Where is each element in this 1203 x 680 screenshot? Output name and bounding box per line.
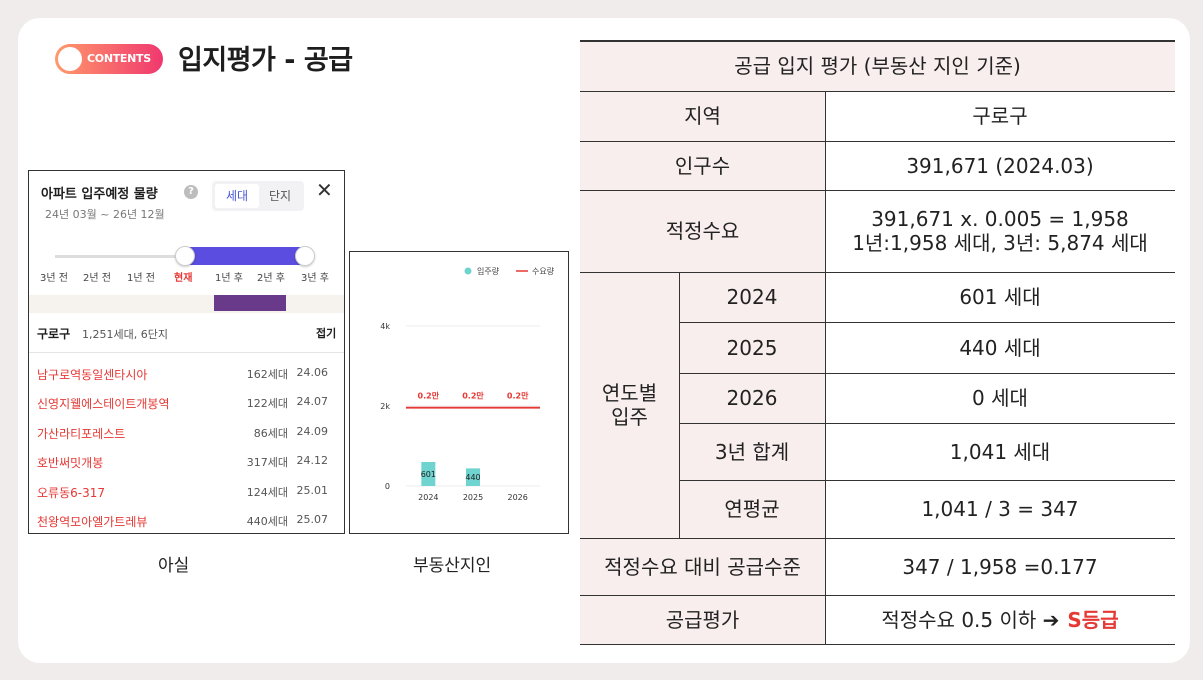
- population-label: 인구수: [580, 141, 825, 190]
- tab-households[interactable]: 세대: [215, 184, 259, 208]
- year-value: 601 세대: [959, 285, 1041, 309]
- region-label: 지역: [580, 91, 825, 141]
- complex-name: 가산라티포레스트: [37, 427, 126, 441]
- complex-name: 오류동6-317: [37, 486, 105, 500]
- region-summary: 1,251세대, 6단지: [82, 328, 168, 341]
- slider-tick: 3년 전: [40, 273, 68, 284]
- year-value: 440 세대: [959, 335, 1041, 360]
- jiin-panel: 입주량 수요량 4k 2k 0 601 2024 0.2만 440 2025 0.2만 2026 0.2…: [349, 251, 569, 534]
- asil-caption: 아실: [158, 556, 190, 576]
- average-value: 1,041 / 3 = 347: [921, 497, 1079, 521]
- slider-tick: 1년 후: [215, 273, 243, 284]
- slider-handle-end[interactable]: [295, 246, 315, 266]
- list-item[interactable]: 천왕역모아엘가트레뷰 440세대 25.07: [29, 513, 344, 533]
- demand-value-label: 0.2만: [462, 391, 484, 401]
- unit-tabs: 세대 단지: [212, 181, 304, 211]
- divider: [29, 352, 344, 353]
- complex-units: 162세대: [246, 368, 288, 381]
- evaluation-table: 공급 입지 평가 (부동산 지인 기준) 지역 구로구 인구수 391,671 …: [580, 40, 1175, 645]
- complex-units: 317세대: [246, 456, 288, 469]
- bar-value-label: 440: [465, 473, 480, 482]
- evaluation-criteria: 적정수요 0.5 이하 ➔: [881, 608, 1060, 632]
- list-item[interactable]: 남구로역동일센타시아 162세대 24.06: [29, 366, 344, 386]
- legend-supply-label: 입주량: [477, 266, 500, 276]
- slider-tick-current: 현재: [174, 273, 193, 284]
- x-tick-label: 2024: [418, 493, 438, 502]
- yearly-label: 연도별 입주: [580, 272, 679, 538]
- demand-value-label: 0.2만: [507, 391, 529, 401]
- x-tick-label: 2026: [507, 493, 527, 502]
- complex-name: 남구로역동일센타시아: [37, 368, 148, 382]
- slider-tick: 2년 전: [83, 273, 111, 284]
- toggle-knob-icon: [58, 47, 82, 71]
- tab-complexes[interactable]: 단지: [268, 189, 292, 203]
- average-label: 연평균: [679, 480, 825, 538]
- close-icon[interactable]: ✕: [316, 178, 333, 202]
- supply-chart: 입주량 수요량 4k 2k 0 601 2024 0.2만 440 2025 0.2만 2026 0.2…: [380, 266, 555, 502]
- complex-units: 86세대: [253, 427, 288, 440]
- supply-level-value: 347 / 1,958 =0.177: [902, 554, 1098, 579]
- evaluation-grade: S등급: [1067, 608, 1119, 632]
- complex-name: 천왕역모아엘가트레뷰: [37, 515, 148, 529]
- demand-label: 적정수요: [580, 190, 825, 272]
- complex-units: 440세대: [246, 515, 288, 528]
- y-tick-label: 0: [385, 482, 390, 491]
- asil-panel: 아파트 입주예정 물량 ? 24년 03월 ~ 26년 12월 세대 단지 ✕ …: [28, 170, 345, 534]
- map-strip: [29, 295, 344, 313]
- legend-supply-marker: [464, 267, 472, 275]
- demand-formula: 391,671 x. 0.005 = 1,958: [871, 207, 1129, 231]
- jiin-caption: 부동산지인: [413, 556, 492, 576]
- bar-value-label: 601: [421, 470, 436, 479]
- year-label: 2026: [679, 373, 825, 423]
- table-title: 공급 입지 평가 (부동산 지인 기준): [580, 40, 1175, 91]
- complex-units: 122세대: [246, 397, 288, 410]
- supply-bar: [466, 468, 480, 486]
- complex-name: 신영지웰에스테이트개봉역: [37, 397, 170, 411]
- evaluation-value: 적정수요 0.5 이하 ➔ S등급: [825, 595, 1175, 645]
- list-item[interactable]: 신영지웰에스테이트개봉역 122세대 24.07: [29, 395, 344, 415]
- supply-level-label: 적정수요 대비 공급수준: [580, 538, 825, 595]
- list-item[interactable]: 호반써밋개봉 317세대 24.12: [29, 454, 344, 474]
- complex-date: 25.07: [296, 513, 329, 526]
- page-title: 입지평가 - 공급: [178, 45, 353, 76]
- help-icon[interactable]: ?: [184, 185, 198, 199]
- complex-units: 124세대: [246, 486, 288, 499]
- complex-date: 24.12: [296, 454, 329, 467]
- region-name: 구로구: [37, 327, 71, 341]
- slider-handle-start[interactable]: [175, 246, 195, 266]
- legend-demand-label: 수요량: [532, 266, 555, 276]
- list-item[interactable]: 가산라티포레스트 86세대 24.09: [29, 425, 344, 445]
- complex-name: 호반써밋개봉: [37, 456, 104, 470]
- contents-badge-label: CONTENTS: [87, 52, 151, 65]
- demand-summary: 1년:1,958 세대, 3년: 5,874 세대: [852, 231, 1148, 255]
- slider-tick: 2년 후: [257, 273, 285, 284]
- demand-value-label: 0.2만: [418, 391, 440, 401]
- list-item[interactable]: 오류동6-317 124세대 25.01: [29, 484, 344, 504]
- demand-value: 391,671 x. 0.005 = 1,958 1년:1,958 세대, 3년…: [825, 190, 1175, 272]
- asil-date-range: 24년 03월 ~ 26년 12월: [45, 208, 165, 221]
- region-value: 구로구: [972, 104, 1028, 128]
- slider-tick: 3년 후: [301, 273, 329, 284]
- y-tick-label: 4k: [380, 322, 390, 331]
- fold-button[interactable]: 접기: [316, 327, 337, 340]
- x-tick-label: 2025: [463, 493, 483, 502]
- total-label: 3년 합계: [679, 423, 825, 480]
- complex-date: 25.01: [296, 484, 329, 497]
- year-value: 0 세대: [972, 386, 1028, 410]
- year-label: 2024: [679, 272, 825, 322]
- complex-date: 24.09: [296, 425, 329, 438]
- supply-bar: [421, 461, 436, 486]
- population-value: 391,671 (2024.03): [906, 153, 1094, 178]
- complex-date: 24.06: [296, 366, 329, 379]
- slider-tick: 1년 전: [127, 273, 155, 284]
- map-highlight: [214, 295, 286, 311]
- y-tick-label: 2k: [380, 402, 390, 411]
- time-slider-range[interactable]: [185, 247, 307, 265]
- total-value: 1,041 세대: [949, 439, 1051, 464]
- asil-title: 아파트 입주예정 물량: [41, 187, 158, 202]
- year-label: 2025: [679, 322, 825, 373]
- evaluation-label: 공급평가: [580, 595, 825, 645]
- contents-badge: CONTENTS: [55, 44, 163, 74]
- complex-date: 24.07: [296, 395, 329, 408]
